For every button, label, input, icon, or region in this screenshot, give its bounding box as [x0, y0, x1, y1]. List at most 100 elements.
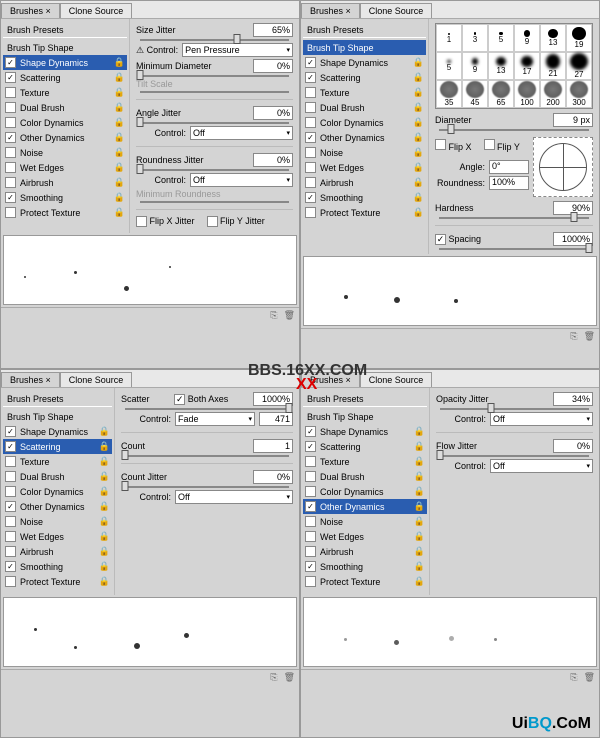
opt-wet-edges[interactable]: Wet Edges🔒: [303, 529, 427, 544]
brush-presets-header[interactable]: Brush Presets: [3, 23, 127, 38]
control-dropdown[interactable]: Off▾: [190, 173, 293, 187]
opt-shape-dynamics[interactable]: ✓Shape Dynamics🔒: [303, 424, 427, 439]
opt-brush-tip-shape[interactable]: Brush Tip Shape: [3, 409, 112, 424]
opt-protect-texture[interactable]: Protect Texture🔒: [3, 574, 112, 589]
count-jitter-slider[interactable]: [125, 486, 289, 488]
brush-swatch[interactable]: 19: [566, 24, 592, 52]
brush-picker[interactable]: 135913195913172127354565100200300: [435, 23, 593, 109]
spacing-slider[interactable]: [439, 248, 589, 250]
opt-protect-texture[interactable]: Protect Texture🔒: [3, 205, 127, 220]
opt-shape-dynamics[interactable]: ✓Shape Dynamics🔒: [303, 55, 426, 70]
opt-other-dynamics[interactable]: ✓Other Dynamics🔒: [303, 130, 426, 145]
angle-jitter-value[interactable]: 0%: [253, 106, 293, 120]
opt-dual-brush[interactable]: Dual Brush🔒: [303, 469, 427, 484]
opt-scattering[interactable]: ✓Scattering🔒: [3, 439, 112, 454]
opt-texture[interactable]: Texture🔒: [3, 85, 127, 100]
trash-icon[interactable]: 🗑: [584, 331, 595, 342]
new-icon[interactable]: ⎘: [270, 672, 277, 683]
brush-presets-header[interactable]: Brush Presets: [3, 392, 112, 407]
tab-brushes[interactable]: Brushes ×: [1, 372, 60, 387]
control-dropdown[interactable]: Off▾: [490, 459, 593, 473]
brush-swatch[interactable]: 300: [566, 80, 592, 108]
opt-color-dynamics[interactable]: Color Dynamics🔒: [303, 115, 426, 130]
brush-presets-header[interactable]: Brush Presets: [303, 23, 426, 38]
new-icon[interactable]: ⎘: [570, 331, 577, 342]
opt-brush-tip-shape[interactable]: Brush Tip Shape: [303, 409, 427, 424]
flip-y-jitter-checkbox[interactable]: Flip Y Jitter: [207, 216, 265, 227]
brush-swatch[interactable]: 9: [514, 24, 540, 52]
trash-icon[interactable]: 🗑: [284, 672, 295, 683]
diameter-value[interactable]: 9 px: [553, 113, 593, 127]
opt-smoothing[interactable]: ✓Smoothing🔒: [303, 190, 426, 205]
brush-swatch[interactable]: 65: [488, 80, 514, 108]
brush-swatch[interactable]: 45: [462, 80, 488, 108]
brush-swatch[interactable]: 100: [514, 80, 540, 108]
brush-swatch[interactable]: 27: [566, 52, 592, 80]
brush-swatch[interactable]: 13: [488, 52, 514, 80]
opt-wet-edges[interactable]: Wet Edges🔒: [303, 160, 426, 175]
opt-wet-edges[interactable]: Wet Edges🔒: [3, 160, 127, 175]
brush-swatch[interactable]: 13: [540, 24, 566, 52]
opt-texture[interactable]: Texture🔒: [3, 454, 112, 469]
opt-scattering[interactable]: ✓Scattering🔒: [3, 70, 127, 85]
roundness-jitter-value[interactable]: 0%: [253, 153, 293, 167]
spacing-checkbox[interactable]: ✓ Spacing: [435, 234, 481, 245]
opt-brush-tip-shape[interactable]: Brush Tip Shape: [3, 40, 127, 55]
opt-smoothing[interactable]: ✓Smoothing🔒: [303, 559, 427, 574]
opt-dual-brush[interactable]: Dual Brush🔒: [3, 469, 112, 484]
brush-swatch[interactable]: 21: [540, 52, 566, 80]
brush-swatch[interactable]: 35: [436, 80, 462, 108]
size-jitter-slider[interactable]: [140, 39, 289, 41]
flow-jitter-value[interactable]: 0%: [553, 439, 593, 453]
opt-airbrush[interactable]: Airbrush🔒: [303, 544, 427, 559]
opt-protect-texture[interactable]: Protect Texture🔒: [303, 205, 426, 220]
opt-airbrush[interactable]: Airbrush🔒: [303, 175, 426, 190]
count-slider[interactable]: [125, 455, 289, 457]
trash-icon[interactable]: 🗑: [584, 672, 595, 683]
tab-clone-source[interactable]: Clone Source: [360, 372, 433, 387]
tab-brushes[interactable]: Brushes ×: [1, 3, 60, 18]
opacity-jitter-slider[interactable]: [440, 408, 589, 410]
opt-other-dynamics[interactable]: ✓Other Dynamics🔒: [303, 499, 427, 514]
brush-swatch[interactable]: 5: [488, 24, 514, 52]
tab-clone-source[interactable]: Clone Source: [360, 3, 433, 18]
opt-dual-brush[interactable]: Dual Brush🔒: [303, 100, 426, 115]
opt-smoothing[interactable]: ✓Smoothing🔒: [3, 559, 112, 574]
brush-swatch[interactable]: 5: [436, 52, 462, 80]
size-jitter-value[interactable]: 65%: [253, 23, 293, 37]
min-diameter-slider[interactable]: [140, 75, 289, 77]
opt-protect-texture[interactable]: Protect Texture🔒: [303, 574, 427, 589]
control-dropdown[interactable]: Off▾: [490, 412, 593, 426]
control-dropdown[interactable]: Pen Pressure▾: [182, 43, 293, 57]
opt-noise[interactable]: Noise🔒: [3, 514, 112, 529]
opt-airbrush[interactable]: Airbrush🔒: [3, 175, 127, 190]
flip-y-checkbox[interactable]: Flip Y: [484, 139, 520, 152]
tab-clone-source[interactable]: Clone Source: [60, 372, 133, 387]
brush-swatch[interactable]: 200: [540, 80, 566, 108]
diameter-slider[interactable]: [439, 129, 589, 131]
new-icon[interactable]: ⎘: [270, 310, 277, 321]
control-dropdown[interactable]: Off▾: [190, 126, 293, 140]
min-diameter-value[interactable]: 0%: [253, 59, 293, 73]
brush-swatch[interactable]: 3: [462, 24, 488, 52]
brush-presets-header[interactable]: Brush Presets: [303, 392, 427, 407]
count-value[interactable]: 1: [253, 439, 293, 453]
flip-x-jitter-checkbox[interactable]: Flip X Jitter: [136, 216, 195, 227]
control-dropdown[interactable]: Fade▾: [175, 412, 255, 426]
opt-brush-tip-shape[interactable]: Brush Tip Shape: [303, 40, 426, 55]
control-dropdown[interactable]: Off▾: [175, 490, 293, 504]
opt-dual-brush[interactable]: Dual Brush🔒: [3, 100, 127, 115]
opt-wet-edges[interactable]: Wet Edges🔒: [3, 529, 112, 544]
opt-scattering[interactable]: ✓Scattering🔒: [303, 439, 427, 454]
opt-shape-dynamics[interactable]: ✓Shape Dynamics🔒: [3, 424, 112, 439]
opt-noise[interactable]: Noise🔒: [303, 145, 426, 160]
hardness-slider[interactable]: [439, 217, 589, 219]
opt-smoothing[interactable]: ✓Smoothing🔒: [3, 190, 127, 205]
opt-other-dynamics[interactable]: ✓Other Dynamics🔒: [3, 130, 127, 145]
angle-input[interactable]: 0°: [489, 160, 529, 174]
tab-clone-source[interactable]: Clone Source: [60, 3, 133, 18]
new-icon[interactable]: ⎘: [570, 672, 577, 683]
opt-scattering[interactable]: ✓Scattering🔒: [303, 70, 426, 85]
fade-steps[interactable]: 471: [259, 412, 293, 426]
opt-color-dynamics[interactable]: Color Dynamics🔒: [3, 484, 112, 499]
